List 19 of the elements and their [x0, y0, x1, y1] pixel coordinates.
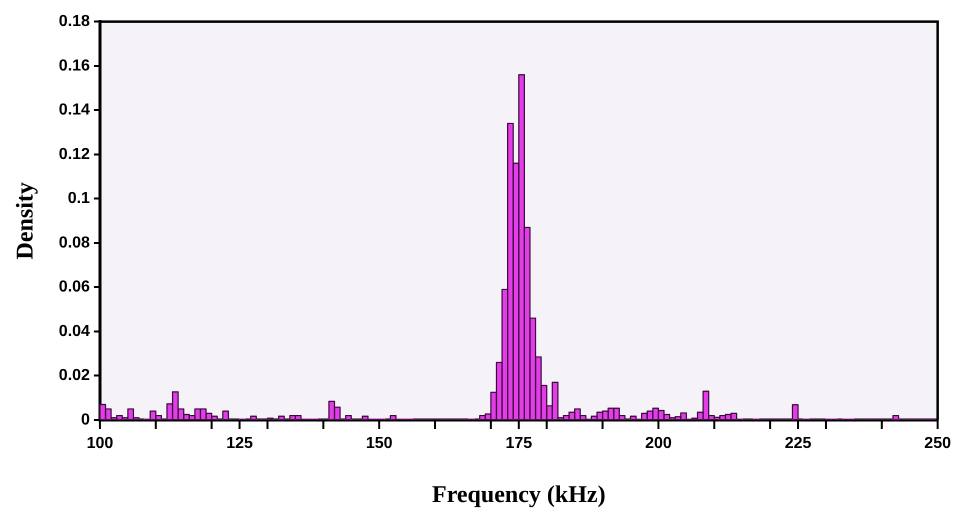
x-tick-label: 225 [784, 435, 812, 452]
y-tick-label: 0.04 [58, 322, 90, 340]
y-tick-label: 0.14 [58, 102, 90, 119]
y-tick-label: 0 [81, 411, 90, 428]
y-axis-title: Density [12, 182, 39, 260]
y-tick-label: 0.08 [58, 234, 90, 252]
x-tick-label: 125 [226, 435, 254, 452]
x-tick-label: 100 [86, 435, 114, 452]
y-tick-label: 0.02 [58, 367, 90, 384]
x-tick-label: 175 [505, 435, 532, 452]
y-tick-label: 0.16 [58, 57, 90, 74]
x-tick-label: 200 [645, 435, 672, 452]
y-tick-label: 0.1 [68, 190, 90, 208]
y-tick-label: 0.06 [58, 278, 90, 296]
y-tick-label: 0.12 [58, 146, 90, 163]
y-tick-label: 0.18 [58, 13, 90, 30]
x-tick-label: 150 [366, 435, 393, 452]
x-tick-label: 250 [924, 435, 952, 452]
x-axis-title: Frequency (kHz) [432, 482, 606, 508]
